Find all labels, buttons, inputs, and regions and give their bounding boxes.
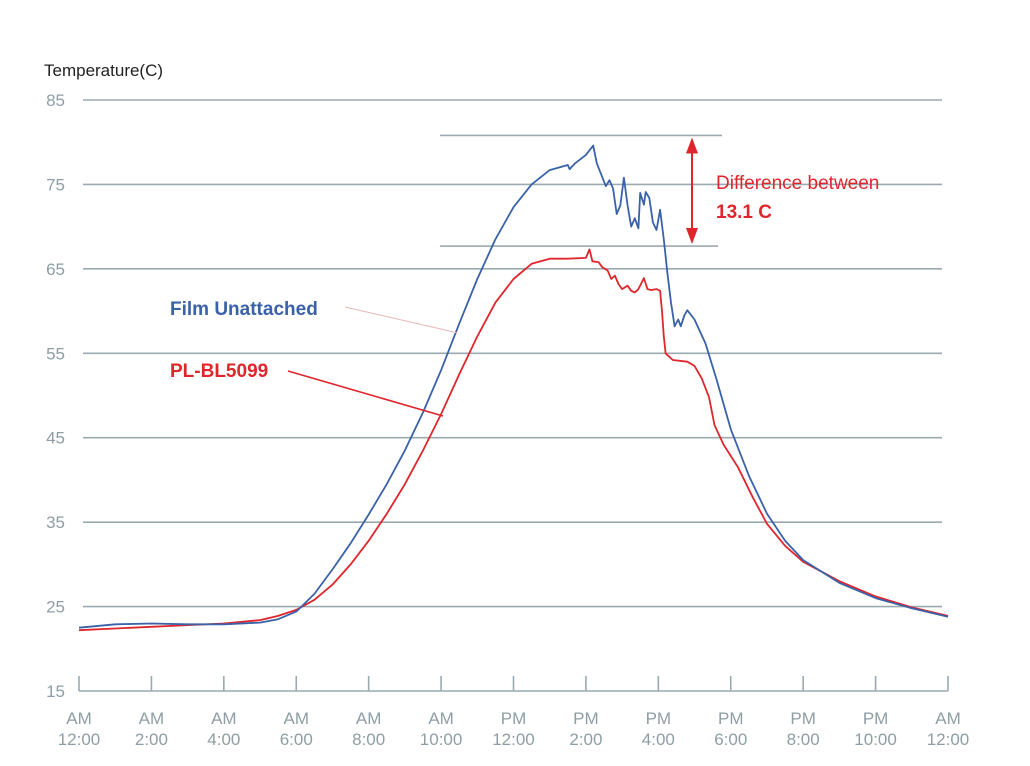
gridlines bbox=[83, 99, 942, 608]
y-tick-label: 65 bbox=[46, 260, 65, 279]
x-tick-label-time: 10:00 bbox=[854, 730, 897, 749]
x-tick-label-ampm: PM bbox=[863, 709, 889, 728]
y-tick-label: 15 bbox=[46, 682, 65, 701]
x-tick-label-ampm: AM bbox=[139, 709, 165, 728]
legend-leader-film-unattached bbox=[344, 306, 459, 334]
x-tick-label-time: 2:00 bbox=[569, 730, 602, 749]
legend: Film Unattached PL-BL5099 bbox=[170, 299, 459, 417]
series-line-pl-bl5099 bbox=[78, 248, 949, 632]
y-tick-label: 55 bbox=[46, 344, 65, 363]
y-tick-label: 75 bbox=[46, 175, 65, 194]
x-tick-label-time: 12:00 bbox=[927, 730, 970, 749]
y-tick-label: 45 bbox=[46, 429, 65, 448]
x-tick-label-time: 4:00 bbox=[207, 730, 240, 749]
x-tick-label-time: 8:00 bbox=[787, 730, 820, 749]
x-tick-label-ampm: PM bbox=[573, 709, 599, 728]
y-axis-title: Temperature(C) bbox=[44, 61, 163, 80]
x-tick-label-ampm: PM bbox=[501, 709, 527, 728]
x-tick-label-time: 12:00 bbox=[492, 730, 535, 749]
legend-label-film-unattached: Film Unattached bbox=[170, 299, 318, 320]
x-tick-label-time: 6:00 bbox=[714, 730, 747, 749]
x-tick-label-time: 2:00 bbox=[135, 730, 168, 749]
x-tick-label-time: 6:00 bbox=[280, 730, 313, 749]
difference-label: Difference between bbox=[716, 173, 879, 194]
x-tick-label-time: 8:00 bbox=[352, 730, 385, 749]
x-tick-label-ampm: AM bbox=[66, 709, 92, 728]
x-tick-label-ampm: AM bbox=[428, 709, 454, 728]
x-tick-label-ampm: AM bbox=[284, 709, 310, 728]
x-tick-label-time: 4:00 bbox=[642, 730, 675, 749]
x-tick-label-time: 10:00 bbox=[420, 730, 463, 749]
series-lines bbox=[78, 144, 949, 632]
x-tick-label-ampm: PM bbox=[646, 709, 672, 728]
y-tick-label: 25 bbox=[46, 598, 65, 617]
difference-value: 13.1 C bbox=[716, 202, 772, 223]
y-tick-labels: 85 75 65 55 45 35 25 15 bbox=[46, 91, 65, 701]
x-tick-label-time: 12:00 bbox=[58, 730, 101, 749]
difference-arrow-head-down bbox=[686, 228, 698, 245]
x-tick-label-ampm: PM bbox=[790, 709, 816, 728]
legend-label-pl-bl5099: PL-BL5099 bbox=[170, 361, 268, 382]
legend-leader-pl-bl5099 bbox=[287, 370, 444, 417]
y-tick-label: 85 bbox=[46, 91, 65, 110]
x-tick-label-ampm: AM bbox=[935, 709, 961, 728]
x-tick-label-ampm: AM bbox=[356, 709, 382, 728]
series-line-film-unattached bbox=[78, 144, 949, 629]
x-tick-label-ampm: PM bbox=[718, 709, 744, 728]
y-tick-label: 35 bbox=[46, 513, 65, 532]
x-tick-label-ampm: AM bbox=[211, 709, 237, 728]
difference-arrow-head-up bbox=[686, 137, 698, 154]
x-axis: AM 12:00 AM 2:00 AM 4:00 AM 6:00 AM 8:00 AM 10:00 PM… bbox=[58, 676, 970, 749]
difference-annotation: Difference between 13.1 C bbox=[440, 134, 879, 247]
